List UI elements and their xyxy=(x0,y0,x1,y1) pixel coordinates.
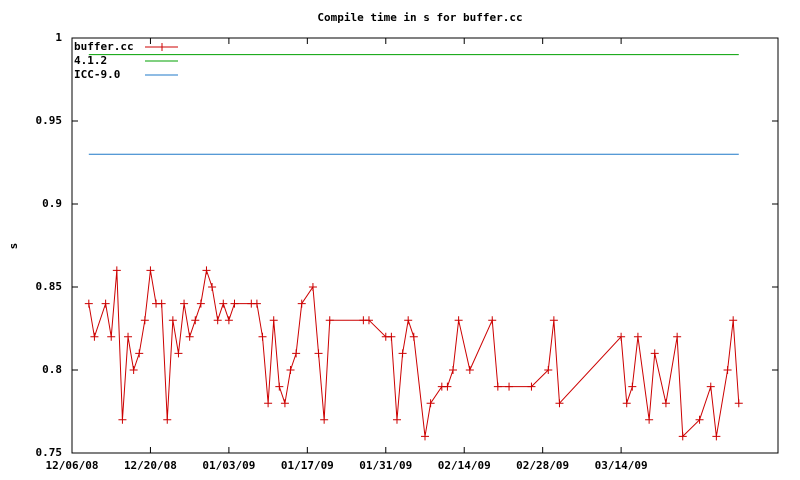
y-tick-label: 0.75 xyxy=(36,446,63,459)
point-marker xyxy=(454,316,463,325)
point-marker xyxy=(107,332,116,341)
point-marker xyxy=(678,432,687,441)
point-marker xyxy=(191,316,200,325)
point-marker xyxy=(314,349,323,358)
y-tick-label: 1 xyxy=(55,31,62,44)
point-marker xyxy=(292,349,301,358)
point-marker xyxy=(185,332,194,341)
point-marker xyxy=(493,382,502,391)
point-marker xyxy=(364,316,373,325)
point-marker xyxy=(706,382,715,391)
y-tick-label: 0.85 xyxy=(36,280,63,293)
point-marker xyxy=(622,399,631,408)
point-marker xyxy=(723,366,732,374)
point-marker xyxy=(729,316,738,325)
point-marker xyxy=(112,266,121,275)
point-marker xyxy=(404,316,413,325)
point-marker xyxy=(202,266,211,275)
point-marker xyxy=(297,299,306,308)
legend-label: ICC-9.0 xyxy=(74,68,120,81)
y-tick-label: 0.8 xyxy=(42,363,62,376)
point-marker xyxy=(449,366,458,374)
x-tick-label: 02/28/09 xyxy=(516,459,569,472)
point-marker xyxy=(409,332,418,341)
point-marker xyxy=(628,382,637,391)
y-tick-label: 0.95 xyxy=(36,114,63,127)
point-marker xyxy=(443,382,452,391)
point-marker xyxy=(208,283,217,291)
point-marker xyxy=(527,382,536,391)
point-marker xyxy=(140,316,149,325)
point-marker xyxy=(90,332,99,341)
point-marker xyxy=(421,432,429,441)
point-marker xyxy=(505,382,514,391)
point-marker xyxy=(673,332,682,341)
x-tick-label: 01/03/09 xyxy=(202,459,255,472)
point-marker xyxy=(269,316,278,325)
point-marker xyxy=(124,332,133,341)
chart-title: Compile time in s for buffer.cc xyxy=(317,11,522,24)
point-marker xyxy=(650,349,659,358)
point-marker xyxy=(426,399,435,408)
x-tick-label: 02/14/09 xyxy=(438,459,491,472)
point-marker xyxy=(488,316,497,325)
point-marker xyxy=(280,399,289,408)
point-marker xyxy=(392,415,401,424)
point-marker xyxy=(252,299,261,308)
point-marker xyxy=(387,332,396,341)
point-marker xyxy=(224,316,233,325)
legend-marker xyxy=(158,43,166,51)
point-marker xyxy=(258,332,267,341)
point-marker xyxy=(180,299,189,308)
series-line xyxy=(88,270,740,438)
point-marker xyxy=(213,316,222,325)
x-tick-label: 12/06/08 xyxy=(46,459,99,472)
point-marker xyxy=(555,399,564,408)
legend-label: 4.1.2 xyxy=(74,54,107,67)
plot-frame xyxy=(71,37,779,454)
point-marker xyxy=(135,349,144,358)
point-marker xyxy=(320,415,329,424)
y-axis-label: s xyxy=(7,243,20,250)
point-marker xyxy=(118,415,127,424)
point-marker xyxy=(661,399,670,408)
point-marker xyxy=(695,415,704,424)
x-tick-label: 01/31/09 xyxy=(359,459,412,472)
point-marker xyxy=(617,332,626,341)
legend-label: buffer.cc xyxy=(74,40,134,53)
point-marker xyxy=(549,316,558,325)
point-marker xyxy=(325,316,334,325)
point-marker xyxy=(168,316,177,325)
point-marker xyxy=(264,399,273,408)
point-marker xyxy=(398,349,407,358)
point-marker xyxy=(734,399,743,408)
point-marker xyxy=(146,266,155,275)
point-marker xyxy=(196,299,205,308)
x-tick-label: 01/17/09 xyxy=(281,459,334,472)
point-marker xyxy=(544,366,553,374)
point-marker xyxy=(84,299,93,308)
point-marker xyxy=(157,299,166,308)
point-marker xyxy=(129,366,138,374)
point-marker xyxy=(286,366,295,374)
point-marker xyxy=(230,299,239,308)
point-marker xyxy=(275,382,284,391)
point-marker xyxy=(712,432,721,441)
point-marker xyxy=(174,349,183,358)
point-marker xyxy=(465,366,474,374)
point-marker xyxy=(308,283,317,291)
x-tick-label: 12/20/08 xyxy=(124,459,177,472)
point-marker xyxy=(645,415,654,424)
x-tick-label: 03/14/09 xyxy=(595,459,648,472)
point-marker xyxy=(101,299,110,308)
point-marker xyxy=(163,415,172,424)
y-tick-label: 0.9 xyxy=(42,197,62,210)
point-marker xyxy=(219,299,228,308)
point-marker xyxy=(633,332,642,341)
